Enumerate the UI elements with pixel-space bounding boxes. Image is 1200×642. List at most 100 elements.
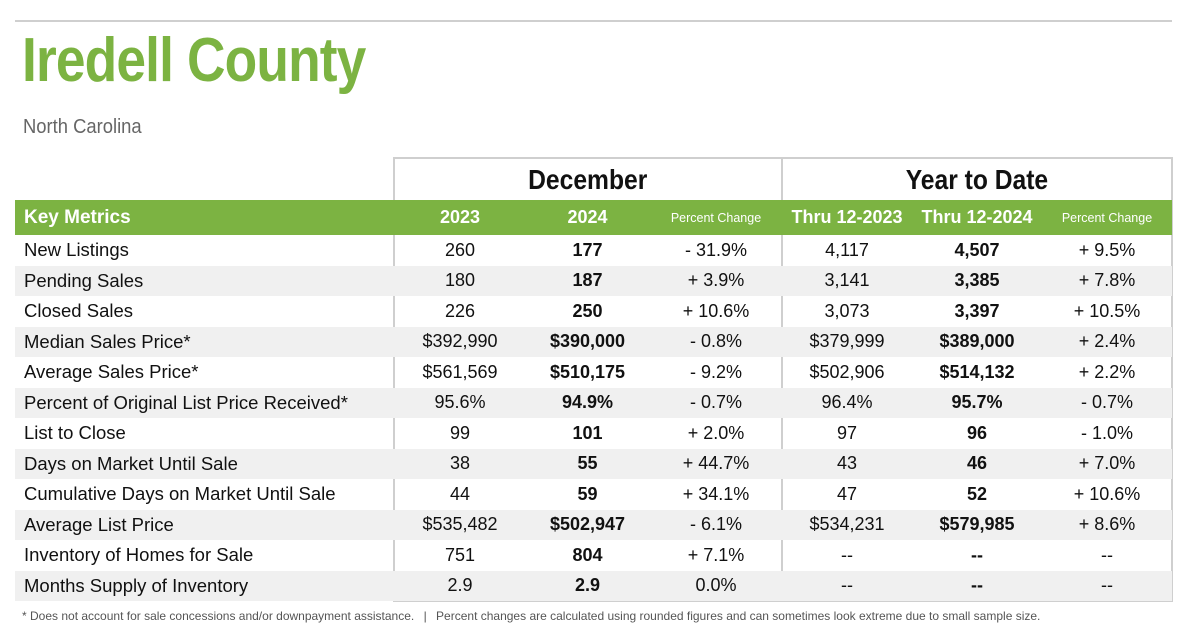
dec-2024-value: 804: [572, 544, 603, 565]
dec-2023-value: $535,482: [422, 514, 498, 535]
dec-percent-change: + 10.6%: [682, 300, 750, 321]
column-header-2024: 2024: [567, 207, 608, 227]
metric-name: New Listings: [24, 239, 129, 261]
dec-2024-value: 59: [577, 483, 598, 504]
dec-2023-value: 95.6%: [434, 392, 486, 413]
page-subtitle: North Carolina: [23, 116, 142, 138]
ytd-2023-value: --: [841, 575, 853, 596]
ytd-2023-value: 97: [836, 422, 858, 443]
ytd-percent-change: --: [1101, 575, 1113, 596]
dec-2023-value: 99: [449, 422, 471, 443]
column-header-key-metrics: Key Metrics: [24, 206, 131, 228]
table-row: List to Close 99 101 + 2.0% 97 96 - 1.0%: [15, 418, 1172, 449]
ytd-percent-change: + 10.5%: [1073, 300, 1141, 321]
dec-2024-value: 250: [572, 300, 603, 321]
ytd-2024-value: 52: [966, 483, 988, 504]
footnote-left: * Does not account for sale concessions …: [22, 609, 415, 623]
metric-name: Closed Sales: [24, 300, 134, 322]
ytd-percent-change: - 1.0%: [1080, 422, 1134, 443]
dec-2023-value: 38: [449, 453, 471, 474]
page-title: Iredell County: [22, 26, 366, 95]
ytd-percent-change: + 8.6%: [1078, 514, 1136, 535]
ytd-percent-change: - 0.7%: [1080, 392, 1134, 413]
ytd-percent-change: + 2.4%: [1078, 331, 1136, 352]
table-row: Average Sales Price* $561,569 $510,175 - 9.…: [15, 357, 1172, 388]
ytd-2023-value: $379,999: [809, 331, 885, 352]
ytd-2023-value: $534,231: [809, 514, 885, 535]
dec-2023-value: 180: [444, 270, 476, 291]
metric-name: Average Sales Price*: [24, 361, 199, 383]
metric-name: List to Close: [24, 422, 126, 444]
ytd-2023-value: 43: [836, 453, 858, 474]
dec-2023-value: 226: [444, 300, 476, 321]
table-row: Median Sales Price* $392,990 $390,000 - 0.8…: [15, 326, 1172, 357]
ytd-2024-value: --: [971, 575, 983, 596]
ytd-2023-value: 47: [836, 483, 858, 504]
ytd-2024-value: --: [971, 544, 983, 565]
dec-2024-value: 187: [572, 270, 603, 291]
dec-percent-change: + 44.7%: [682, 453, 750, 474]
dec-percent-change: + 3.9%: [687, 270, 745, 291]
dec-2024-value: 2.9: [574, 575, 601, 596]
december-group-header: December: [528, 164, 648, 195]
dec-2024-value: $510,175: [549, 361, 626, 382]
footnote: * Does not account for sale concessions …: [22, 609, 1040, 623]
ytd-percent-change: + 9.5%: [1078, 239, 1136, 260]
dec-percent-change: - 6.1%: [689, 514, 743, 535]
key-metrics-table: Key Metrics 2023 2024 Percent Change Thr…: [15, 200, 1172, 601]
ytd-2024-value: 3,385: [954, 270, 1000, 291]
ytd-percent-change: + 2.2%: [1078, 361, 1136, 382]
dec-percent-change: + 7.1%: [687, 544, 745, 565]
table-row: New Listings 260 177 - 31.9% 4,117 4,507 + 9.5…: [15, 235, 1172, 266]
dec-2023-value: $561,569: [422, 361, 498, 382]
dec-percent-change: - 0.8%: [689, 331, 743, 352]
column-header-thru-12-2024: Thru 12-2024: [921, 207, 1033, 227]
dec-2024-value: 177: [572, 239, 603, 260]
dec-2023-value: 2.9: [447, 575, 473, 596]
ytd-percent-change: --: [1101, 544, 1113, 565]
dec-percent-change: + 2.0%: [687, 422, 745, 443]
table-header-row: Key Metrics 2023 2024 Percent Change Thr…: [15, 200, 1172, 235]
table-row: Pending Sales 180 187 + 3.9% 3,141 3,385 + 7.8…: [15, 265, 1172, 296]
metric-name: Percent of Original List Price Received*: [24, 391, 348, 413]
table-row: Days on Market Until Sale 38 55 + 44.7% 43 46…: [15, 448, 1172, 479]
dec-percent-change: 0.0%: [695, 575, 737, 596]
ytd-percent-change: + 7.0%: [1078, 453, 1136, 474]
table-row: Months Supply of Inventory 2.9 2.9 0.0% -- --…: [15, 570, 1172, 601]
ytd-2023-value: 3,073: [824, 300, 870, 321]
ytd-2023-value: --: [841, 544, 853, 565]
footnote-separator: |: [423, 609, 427, 623]
metric-name: Days on Market Until Sale: [24, 452, 238, 474]
dec-2024-value: $502,947: [549, 514, 626, 535]
dec-2024-value: 55: [577, 453, 598, 474]
table-row: Average List Price $535,482 $502,947 - 6.1%…: [15, 509, 1172, 540]
ytd-percent-change: + 7.8%: [1078, 270, 1136, 291]
metric-name: Average List Price: [24, 513, 174, 535]
ytd-2023-value: 4,117: [825, 239, 869, 260]
ytd-group-box: [781, 157, 1173, 602]
ytd-2024-value: 4,507: [954, 239, 1000, 260]
table-body: New Listings 260 177 - 31.9% 4,117 4,507 + 9.5…: [15, 235, 1172, 601]
column-header-percent-change-december: Percent Change: [670, 210, 762, 225]
dec-percent-change: - 0.7%: [689, 392, 743, 413]
dec-percent-change: - 9.2%: [689, 361, 743, 382]
metric-name: Cumulative Days on Market Until Sale: [24, 483, 336, 505]
ytd-2024-value: $579,985: [939, 514, 1015, 535]
dec-2024-value: $390,000: [549, 331, 626, 352]
ytd-group-header: Year to Date: [905, 164, 1049, 195]
ytd-percent-change: + 10.6%: [1073, 483, 1141, 504]
dec-percent-change: - 31.9%: [684, 239, 748, 260]
table-row: Percent of Original List Price Received*…: [15, 387, 1172, 418]
ytd-2023-value: 3,141: [824, 270, 870, 291]
dec-2023-value: 44: [449, 483, 471, 504]
dec-2023-value: 260: [444, 239, 476, 260]
dec-2023-value: 751: [444, 544, 476, 565]
ytd-2024-value: 95.7%: [951, 392, 1003, 413]
dec-2024-value: 101: [572, 422, 603, 443]
table-row: Closed Sales 226 250 + 10.6% 3,073 3,397 + 10.…: [15, 296, 1172, 327]
ytd-2024-value: 46: [966, 453, 988, 474]
ytd-2024-value: $389,000: [939, 331, 1015, 352]
dec-2023-value: $392,990: [422, 331, 498, 352]
metric-name: Inventory of Homes for Sale: [24, 544, 254, 566]
column-header-percent-change-ytd: Percent Change: [1061, 210, 1153, 225]
